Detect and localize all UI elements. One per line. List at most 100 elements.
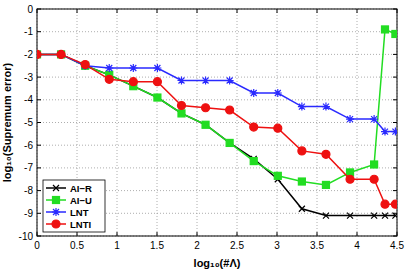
tick xyxy=(317,232,318,236)
tick xyxy=(37,145,41,146)
grid-line xyxy=(237,9,238,236)
marker xyxy=(298,103,306,111)
marker xyxy=(153,78,161,86)
tick-label: 4.5 xyxy=(390,240,404,251)
marker xyxy=(202,121,209,128)
tick xyxy=(37,122,41,123)
marker xyxy=(153,64,161,72)
tick xyxy=(157,232,158,236)
marker xyxy=(226,77,234,85)
marker xyxy=(274,172,281,179)
tick xyxy=(277,232,278,236)
marker xyxy=(154,94,161,101)
series-group xyxy=(37,26,397,219)
tick xyxy=(77,232,78,236)
grid-line xyxy=(37,31,397,32)
tick xyxy=(197,9,198,13)
tick xyxy=(393,54,397,55)
marker xyxy=(37,51,40,57)
tick xyxy=(393,145,397,146)
tick-label: 3 xyxy=(274,240,280,251)
tick-label: -7 xyxy=(24,162,33,173)
tick-label: -2 xyxy=(24,49,33,60)
tick xyxy=(77,9,78,13)
marker xyxy=(203,122,209,128)
marker xyxy=(57,50,65,58)
tick xyxy=(117,232,118,236)
marker xyxy=(370,175,378,183)
marker xyxy=(391,200,397,208)
marker xyxy=(177,77,185,85)
marker xyxy=(322,181,329,188)
tick-label: 1.5 xyxy=(150,240,164,251)
legend-label: LNT xyxy=(70,207,89,218)
tick xyxy=(37,190,41,191)
tick-label: -8 xyxy=(24,185,33,196)
tick xyxy=(393,190,397,191)
marker xyxy=(299,206,305,212)
plot-area xyxy=(37,9,397,236)
marker xyxy=(58,51,65,58)
tick-label: 0 xyxy=(27,4,33,15)
grid-line xyxy=(37,145,397,146)
marker xyxy=(177,101,185,109)
marker xyxy=(274,89,282,97)
grid-line xyxy=(37,122,397,123)
legend-label: LNTI xyxy=(70,219,91,230)
grid-line xyxy=(37,54,397,55)
tick xyxy=(393,122,397,123)
x-axis-label: log₁₀(#Λ) xyxy=(194,257,241,269)
marker xyxy=(250,123,258,131)
tick-label: -1 xyxy=(24,26,33,37)
marker xyxy=(129,64,137,72)
marker xyxy=(202,104,210,112)
marker xyxy=(392,213,397,219)
tick-label: 1 xyxy=(114,240,120,251)
tick xyxy=(37,31,41,32)
marker xyxy=(322,103,330,111)
tick xyxy=(37,167,41,168)
legend-marker xyxy=(52,208,60,216)
series-line xyxy=(37,54,395,215)
marker xyxy=(381,200,389,208)
marker xyxy=(298,178,305,185)
marker xyxy=(37,50,41,58)
marker xyxy=(226,139,233,146)
marker xyxy=(346,115,354,123)
tick-label: -3 xyxy=(24,72,33,83)
legend-marker xyxy=(53,197,60,204)
marker xyxy=(178,110,184,116)
tick xyxy=(37,213,41,214)
grid-line xyxy=(117,9,118,236)
marker xyxy=(105,75,113,83)
marker xyxy=(154,95,160,101)
marker xyxy=(178,110,185,117)
grid-line xyxy=(37,77,397,78)
marker xyxy=(370,115,378,123)
series-line xyxy=(37,54,395,204)
marker xyxy=(381,128,389,136)
tick xyxy=(317,9,318,13)
tick xyxy=(277,9,278,13)
marker xyxy=(298,147,306,155)
grid-line xyxy=(357,9,358,236)
chart: 00.511.522.533.544.5-10-9-8-7-6-5-4-3-2-… xyxy=(0,0,405,271)
tick-label: -4 xyxy=(24,94,33,105)
tick xyxy=(393,99,397,100)
tick-label: 3.5 xyxy=(310,240,324,251)
tick-label: -9 xyxy=(24,208,33,219)
marker xyxy=(37,51,41,58)
tick-label: 2 xyxy=(194,240,200,251)
marker xyxy=(274,124,282,132)
tick xyxy=(357,232,358,236)
grid-line xyxy=(37,167,397,168)
tick-label: -5 xyxy=(24,117,33,128)
tick xyxy=(357,9,358,13)
tick xyxy=(157,9,158,13)
marker xyxy=(58,51,64,57)
legend xyxy=(43,180,105,232)
tick xyxy=(37,99,41,100)
tick-label: 4 xyxy=(354,240,360,251)
legend-marker xyxy=(53,185,59,191)
tick xyxy=(237,232,238,236)
